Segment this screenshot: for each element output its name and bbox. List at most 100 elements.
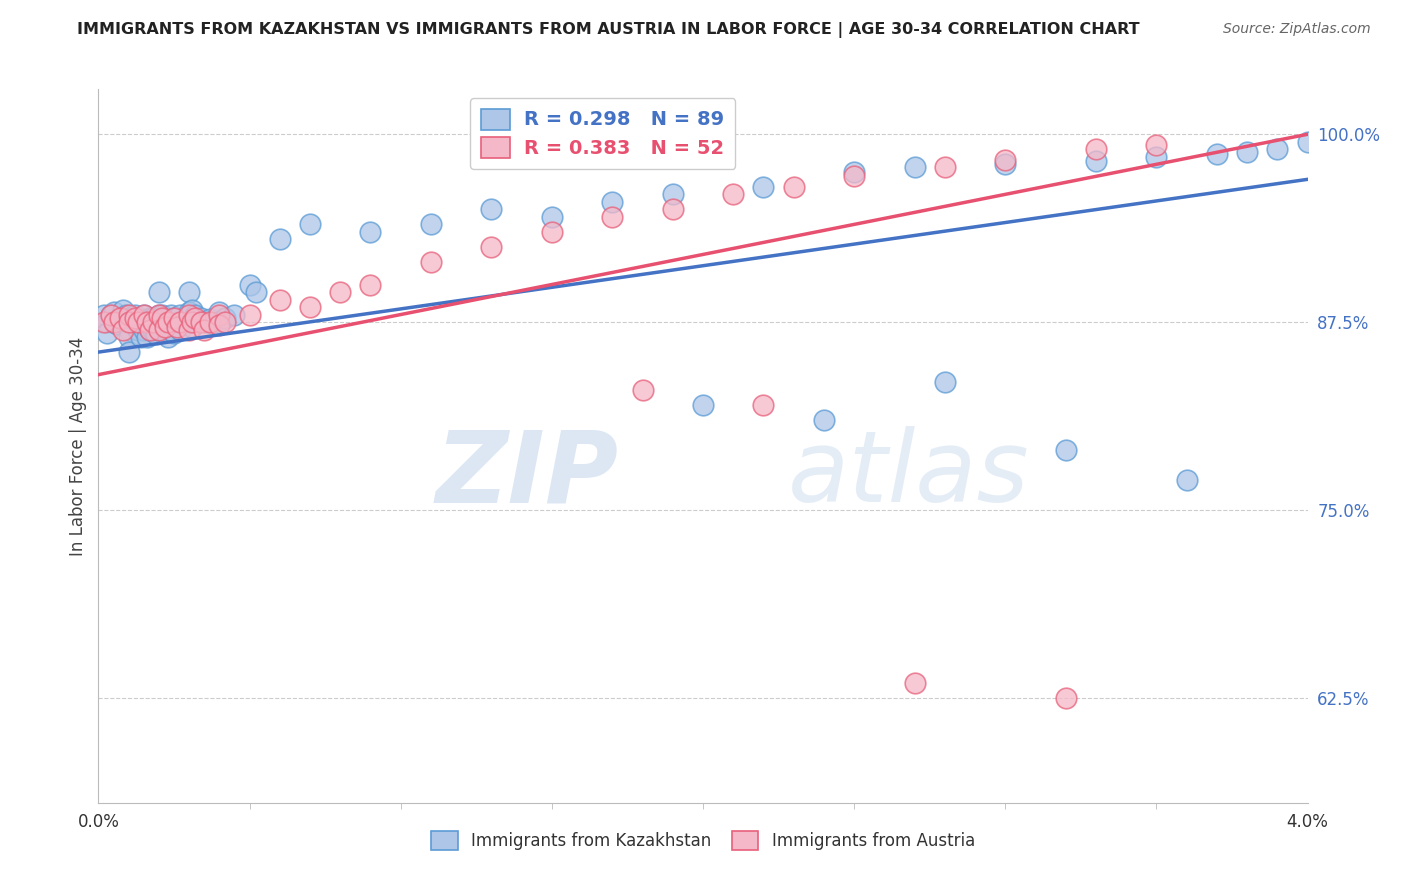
Point <box>169 308 191 322</box>
Point <box>844 165 866 179</box>
Point <box>360 225 382 239</box>
Point <box>208 308 231 322</box>
Point <box>360 277 382 292</box>
Point <box>179 308 201 322</box>
Point <box>100 308 122 322</box>
Point <box>129 315 152 329</box>
Point <box>195 315 218 329</box>
Point <box>111 322 134 336</box>
Point <box>142 310 165 325</box>
Point <box>148 308 170 322</box>
Point <box>135 315 157 329</box>
Point <box>148 322 170 336</box>
Point <box>193 322 215 336</box>
Point <box>153 322 176 336</box>
Point <box>163 310 186 325</box>
Point <box>118 310 141 325</box>
Point <box>118 322 141 336</box>
Point <box>934 375 956 389</box>
Point <box>150 310 173 325</box>
Point <box>187 315 209 329</box>
Point <box>208 304 231 318</box>
Point <box>108 310 131 325</box>
Point <box>132 308 155 322</box>
Point <box>190 315 212 329</box>
Point <box>1267 142 1289 156</box>
Point <box>103 315 125 329</box>
Point <box>1054 690 1077 705</box>
Point <box>200 312 222 326</box>
Point <box>132 308 155 322</box>
Point <box>181 319 204 334</box>
Point <box>661 202 683 217</box>
Point <box>153 319 176 334</box>
Point <box>193 315 215 329</box>
Point <box>224 308 246 322</box>
Point <box>153 310 176 325</box>
Point <box>752 179 775 194</box>
Y-axis label: In Labor Force | Age 30-34: In Labor Force | Age 30-34 <box>69 336 87 556</box>
Point <box>481 202 503 217</box>
Text: Source: ZipAtlas.com: Source: ZipAtlas.com <box>1223 22 1371 37</box>
Point <box>124 310 146 325</box>
Point <box>124 308 146 322</box>
Point <box>135 330 157 344</box>
Point <box>239 277 262 292</box>
Point <box>631 383 654 397</box>
Point <box>163 326 186 340</box>
Point <box>179 322 201 336</box>
Point <box>156 330 179 344</box>
Point <box>692 398 714 412</box>
Point <box>540 225 562 239</box>
Point <box>1146 137 1168 152</box>
Point <box>148 322 170 336</box>
Point <box>118 330 141 344</box>
Point <box>752 398 775 412</box>
Point <box>299 300 322 314</box>
Point <box>132 322 155 336</box>
Point <box>111 312 134 326</box>
Point <box>661 187 683 202</box>
Point <box>1085 142 1108 156</box>
Point <box>269 293 291 307</box>
Point <box>844 169 866 184</box>
Point <box>1236 145 1258 160</box>
Point <box>114 308 136 322</box>
Point <box>813 413 835 427</box>
Point <box>118 308 141 322</box>
Point <box>139 310 162 325</box>
Point <box>145 327 167 342</box>
Text: ZIP: ZIP <box>436 426 619 523</box>
Point <box>124 315 146 329</box>
Point <box>163 310 186 325</box>
Point <box>127 322 149 336</box>
Point <box>184 310 207 325</box>
Point <box>904 675 927 690</box>
Point <box>904 161 927 175</box>
Text: atlas: atlas <box>787 426 1029 523</box>
Point <box>118 315 141 329</box>
Point <box>208 315 231 329</box>
Point <box>129 330 152 344</box>
Point <box>127 315 149 329</box>
Point <box>156 315 179 329</box>
Point <box>181 303 204 318</box>
Point <box>96 326 118 340</box>
Point <box>166 319 188 334</box>
Point <box>540 210 562 224</box>
Point <box>179 315 201 329</box>
Point <box>269 232 291 246</box>
Point <box>169 322 191 336</box>
Point <box>96 315 118 329</box>
Point <box>202 315 225 329</box>
Point <box>139 322 162 336</box>
Point <box>181 315 204 329</box>
Point <box>481 240 503 254</box>
Text: IMMIGRANTS FROM KAZAKHSTAN VS IMMIGRANTS FROM AUSTRIA IN LABOR FORCE | AGE 30-34: IMMIGRANTS FROM KAZAKHSTAN VS IMMIGRANTS… <box>77 22 1140 38</box>
Point <box>166 319 188 334</box>
Point <box>108 313 131 327</box>
Point <box>1146 150 1168 164</box>
Point <box>160 308 183 322</box>
Point <box>329 285 352 299</box>
Point <box>723 187 745 202</box>
